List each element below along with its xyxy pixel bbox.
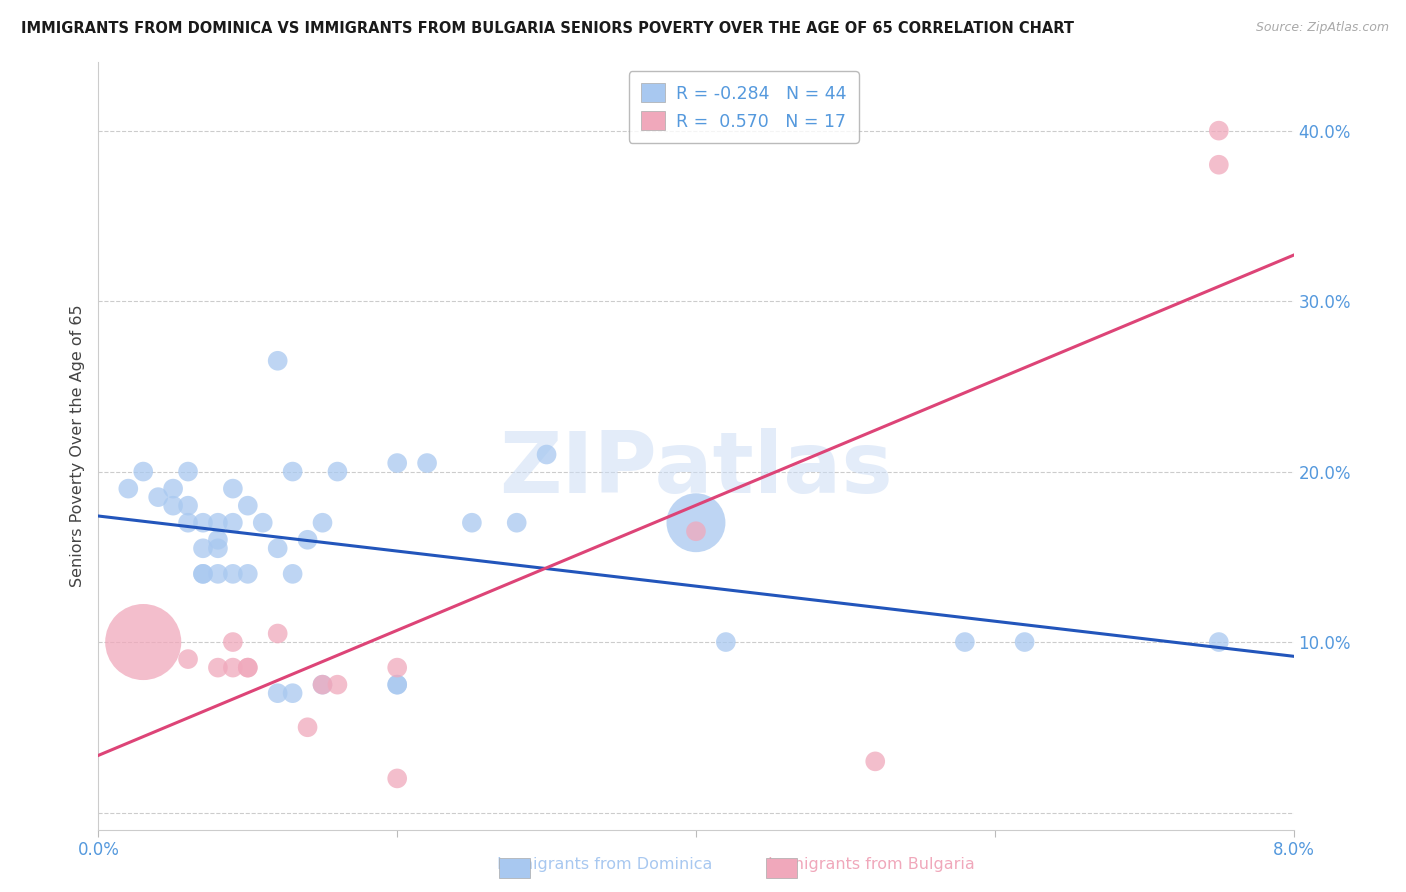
Point	[267, 626, 290, 640]
Point	[177, 652, 200, 666]
Text: Immigrants from Dominica: Immigrants from Dominica	[496, 857, 713, 872]
Point	[536, 448, 558, 462]
Point	[222, 516, 245, 530]
Point	[865, 755, 887, 769]
Point	[685, 524, 707, 539]
Point	[222, 482, 245, 496]
Point	[177, 499, 200, 513]
Text: Immigrants from Bulgaria: Immigrants from Bulgaria	[768, 857, 976, 872]
Point	[222, 660, 245, 674]
Point	[177, 516, 200, 530]
Point	[281, 686, 304, 700]
Point	[222, 635, 245, 649]
Point	[311, 516, 333, 530]
Point	[326, 678, 349, 692]
Point	[326, 465, 349, 479]
Point	[297, 533, 319, 547]
Point	[311, 678, 333, 692]
Point	[685, 516, 707, 530]
Point	[207, 541, 229, 556]
Point	[132, 635, 155, 649]
Point	[236, 660, 259, 674]
Point	[117, 482, 139, 496]
Point	[207, 516, 229, 530]
Point	[148, 490, 170, 504]
Point	[311, 678, 333, 692]
Point	[385, 660, 409, 674]
Point	[207, 566, 229, 581]
Text: IMMIGRANTS FROM DOMINICA VS IMMIGRANTS FROM BULGARIA SENIORS POVERTY OVER THE AG: IMMIGRANTS FROM DOMINICA VS IMMIGRANTS F…	[21, 21, 1074, 37]
Point	[162, 499, 184, 513]
Point	[252, 516, 274, 530]
Point	[461, 516, 484, 530]
Point	[1014, 635, 1036, 649]
Y-axis label: Seniors Poverty Over the Age of 65: Seniors Poverty Over the Age of 65	[69, 305, 84, 587]
Point	[267, 541, 290, 556]
Point	[162, 482, 184, 496]
Point	[207, 533, 229, 547]
Point	[267, 686, 290, 700]
Point	[416, 456, 439, 470]
Point	[132, 465, 155, 479]
Point	[714, 635, 737, 649]
Point	[267, 353, 290, 368]
Point	[385, 678, 409, 692]
Text: ZIPatlas: ZIPatlas	[499, 427, 893, 510]
Point	[385, 678, 409, 692]
Point	[236, 660, 259, 674]
Point	[1208, 635, 1230, 649]
Point	[177, 465, 200, 479]
Point	[281, 465, 304, 479]
Legend: R = -0.284   N = 44, R =  0.570   N = 17: R = -0.284 N = 44, R = 0.570 N = 17	[628, 71, 859, 143]
Point	[222, 566, 245, 581]
Point	[1208, 158, 1230, 172]
Point	[953, 635, 976, 649]
Point	[207, 660, 229, 674]
Point	[236, 566, 259, 581]
Point	[281, 566, 304, 581]
Point	[385, 456, 409, 470]
Point	[191, 516, 214, 530]
Point	[297, 720, 319, 734]
Point	[191, 541, 214, 556]
Point	[1208, 123, 1230, 137]
Point	[236, 499, 259, 513]
Point	[191, 566, 214, 581]
Point	[191, 566, 214, 581]
Point	[385, 772, 409, 786]
Text: Source: ZipAtlas.com: Source: ZipAtlas.com	[1256, 21, 1389, 35]
Point	[506, 516, 529, 530]
